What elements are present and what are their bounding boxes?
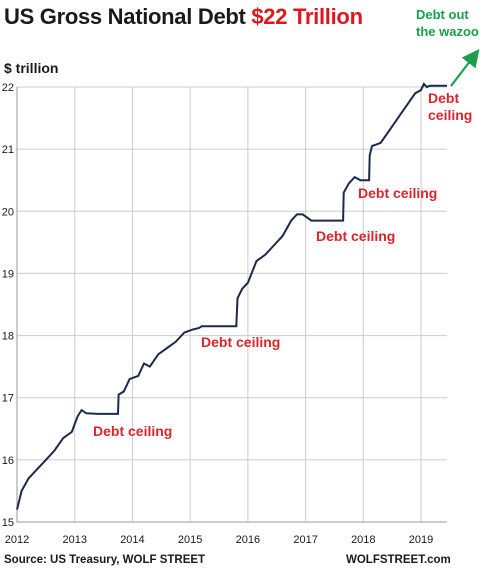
y-tick-label: 20 [2,206,14,218]
wazoo-annotation: Debt out the wazoo [416,6,491,40]
y-tick-label: 16 [2,455,14,467]
y-tick-label: 17 [2,393,14,405]
y-tick-label: 22 [2,82,14,94]
annotation-debt-ceiling-2018: Debt ceiling [358,185,438,201]
y-tick-label: 21 [2,144,14,156]
grid-lines [16,86,447,523]
annotation-debt-ceiling-2015: Debt ceiling [201,334,281,350]
axis-frame [16,87,447,523]
y-tick-label: 19 [2,268,14,280]
wazoo-arrow [450,49,480,87]
annotation-debt-ceiling-2019-line2: ceiling [428,107,472,124]
x-tick-label: 2013 [62,534,86,546]
x-tick-label: 2012 [5,534,29,546]
annotation-debt-ceiling-2019-line1: Debt [428,90,460,106]
brand-label: WOLFSTREET.com [346,554,451,566]
annotation-debt-ceiling-2013: Debt ceiling [93,423,173,439]
debt-series-line [16,82,447,510]
wazoo-line-2: the wazoo [416,24,479,39]
wazoo-line-1: Debt out [416,7,469,22]
y-tick-label: 18 [2,331,14,343]
x-tick-label: 2019 [409,534,433,546]
source-note: Source: US Treasury, WOLF STREET [4,554,206,566]
x-tick-label: 2016 [236,534,260,546]
y-axis: 15 16 17 18 19 20 21 22 [2,82,14,529]
y-tick-label: 15 [2,517,14,529]
x-tick-label: 2014 [120,534,144,546]
x-tick-label: 2018 [351,534,375,546]
x-axis: 2012 2013 2014 2015 2016 2017 2018 2019 [5,534,434,546]
title-highlight: $22 Trillion [251,4,363,29]
title-main: US Gross National Debt [4,4,246,29]
x-tick-label: 2015 [178,534,202,546]
annotation-debt-ceiling-2017: Debt ceiling [316,228,396,244]
ceiling-word: ceiling [428,107,473,123]
y-axis-label: $ trillion [4,60,59,76]
x-tick-label: 2017 [293,534,317,546]
chart-title: US Gross National Debt $22 Trillion [4,4,363,30]
